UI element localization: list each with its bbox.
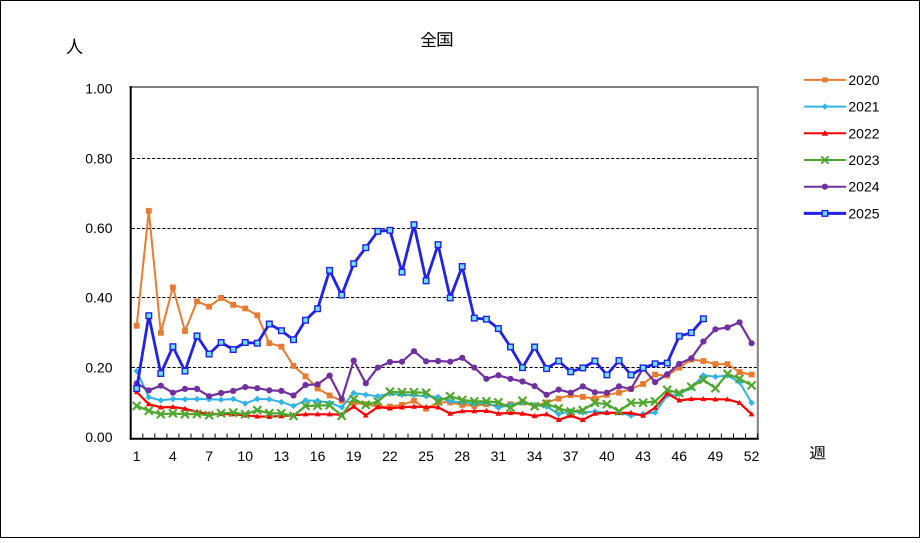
svg-text:0.60: 0.60 — [85, 220, 112, 236]
svg-text:22: 22 — [382, 448, 398, 464]
svg-text:49: 49 — [708, 448, 724, 464]
svg-text:0.00: 0.00 — [85, 429, 112, 445]
svg-text:0.20: 0.20 — [85, 359, 112, 375]
svg-text:4: 4 — [169, 448, 177, 464]
svg-text:31: 31 — [491, 448, 507, 464]
svg-text:0.40: 0.40 — [85, 290, 112, 306]
svg-text:13: 13 — [274, 448, 290, 464]
svg-text:2025: 2025 — [848, 205, 879, 221]
svg-text:1: 1 — [133, 448, 141, 464]
svg-text:2020: 2020 — [848, 72, 879, 88]
svg-text:43: 43 — [635, 448, 651, 464]
svg-text:46: 46 — [671, 448, 687, 464]
svg-text:16: 16 — [310, 448, 326, 464]
svg-text:2022: 2022 — [848, 125, 879, 141]
svg-text:34: 34 — [527, 448, 543, 464]
svg-text:25: 25 — [418, 448, 434, 464]
svg-text:10: 10 — [237, 448, 253, 464]
svg-text:0.80: 0.80 — [85, 150, 112, 166]
svg-text:28: 28 — [454, 448, 470, 464]
svg-text:52: 52 — [744, 448, 760, 464]
svg-text:2024: 2024 — [848, 179, 879, 195]
svg-text:2021: 2021 — [848, 99, 879, 115]
svg-text:1.00: 1.00 — [85, 81, 112, 97]
svg-text:19: 19 — [346, 448, 362, 464]
svg-text:2023: 2023 — [848, 152, 879, 168]
svg-text:7: 7 — [205, 448, 213, 464]
svg-text:37: 37 — [563, 448, 579, 464]
svg-text:40: 40 — [599, 448, 615, 464]
